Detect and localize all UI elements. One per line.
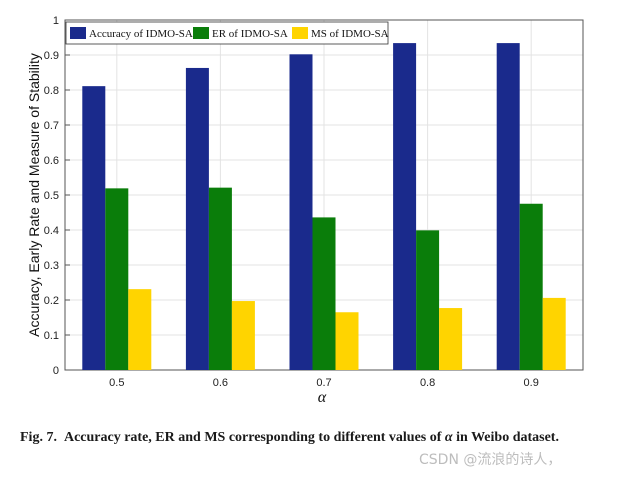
- legend-swatch: [193, 27, 209, 39]
- bar-accuracy-of-idmo-sa-0.6: [185, 67, 209, 370]
- bar-ms-of-idmo-sa-0.7: [335, 312, 359, 370]
- caption-text-after: in Weibo dataset.: [456, 430, 559, 445]
- y-axis-label: Accuracy, Early Rate and Measure of Stab…: [26, 53, 42, 337]
- y-tick-label: 0.2: [44, 295, 59, 307]
- bar-ms-of-idmo-sa-0.8: [439, 308, 463, 370]
- bar-ms-of-idmo-sa-0.6: [231, 301, 255, 370]
- y-tick-label: 0.4: [44, 225, 59, 237]
- y-tick-label: 1: [53, 15, 59, 27]
- y-tick-label: 0.7: [44, 120, 59, 132]
- y-tick-label: 0.1: [44, 330, 59, 342]
- y-tick-label: 0.3: [44, 260, 59, 272]
- y-tick-label: 0.9: [44, 50, 59, 62]
- legend: Accuracy of IDMO-SA ER of IDMO-SA MS of ID…: [65, 21, 389, 45]
- legend-label: Accuracy of IDMO-SA: [89, 28, 193, 40]
- y-axis: 0 0.1 0.2 0.3 0.4 0.5 0.6 0.7 0.8 0.9 1: [44, 15, 70, 377]
- legend-label: ER of IDMO-SA: [212, 28, 288, 40]
- bar-accuracy-of-idmo-sa-0.9: [496, 43, 520, 370]
- legend-swatch: [292, 27, 308, 39]
- bar-er-of-idmo-sa-0.6: [208, 187, 232, 370]
- bar-er-of-idmo-sa-0.7: [312, 217, 336, 370]
- x-tick-label: 0.9: [524, 377, 539, 389]
- bar-ms-of-idmo-sa-0.9: [542, 297, 566, 370]
- bar-accuracy-of-idmo-sa-0.5: [82, 86, 106, 371]
- bar-accuracy-of-idmo-sa-0.7: [289, 54, 313, 371]
- x-axis-label: α: [318, 389, 327, 406]
- x-tick-label: 0.8: [420, 377, 435, 389]
- figure-caption: Fig. 7. Accuracy rate, ER and MS corresp…: [20, 428, 600, 447]
- y-tick-label: 0.6: [44, 155, 59, 167]
- x-tick-label: 0.6: [213, 377, 228, 389]
- watermark: CSDN @流浪的诗人，: [419, 452, 562, 468]
- bar-chart: 00.10.20.30.40.50.60.70.80.91 0.5 0.6 0.7 0…: [26, 15, 584, 406]
- legend-label: MS of IDMO-SA: [311, 28, 389, 40]
- bar-er-of-idmo-sa-0.8: [416, 230, 440, 370]
- caption-text-before: Accuracy rate, ER and MS corresponding t…: [63, 430, 442, 445]
- x-tick-label: 0.7: [316, 377, 331, 389]
- y-tick-label: 0.8: [44, 85, 59, 97]
- bar-er-of-idmo-sa-0.5: [105, 188, 129, 370]
- y-tick-label: 0: [53, 365, 59, 377]
- bar-er-of-idmo-sa-0.9: [519, 203, 543, 370]
- x-tick-label: 0.5: [109, 377, 124, 389]
- bar-ms-of-idmo-sa-0.5: [128, 289, 152, 370]
- legend-swatch: [70, 27, 86, 39]
- bar-series: [82, 43, 566, 371]
- bar-accuracy-of-idmo-sa-0.8: [393, 43, 417, 370]
- y-tick-label: 0.5: [44, 190, 59, 202]
- caption-label: Fig. 7.: [20, 430, 57, 445]
- caption-symbol: α: [444, 430, 453, 445]
